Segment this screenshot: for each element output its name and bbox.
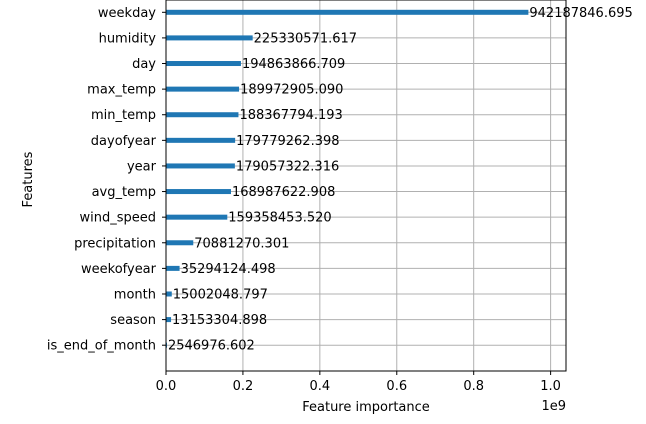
axis-layer: 0.0 0.2 0.4 0.6 0.8 1.0 weekday humidity day max_… [47,6,561,394]
label-layer: 942187846.695 225330571.617 194863866.709 1… [168,6,633,354]
bar-value-label: 188367794.193 [239,108,342,123]
bar-value-label: 194863866.709 [242,57,345,72]
bar-value-label: 15002048.797 [173,287,268,302]
bar-value-label: 168987622.908 [232,185,335,200]
bar [166,265,180,271]
bar-value-label: 70881270.301 [194,236,289,251]
bar-value-label: 179779262.398 [236,134,339,149]
y-tick-label: weekday [98,6,156,21]
bar [166,112,239,118]
bar [166,317,172,323]
bar [166,86,240,92]
y-tick-label: year [127,159,157,174]
x-axis-title: Feature importance [302,400,430,415]
bar [166,214,228,220]
bar [166,35,253,41]
bar [166,163,235,169]
y-tick-label: season [110,313,156,328]
y-tick-label: min_temp [91,108,156,123]
bar-value-label: 2546976.602 [168,339,255,354]
y-tick-label: avg_temp [92,185,156,200]
y-tick-label: is_end_of_month [47,339,156,354]
y-tick-label: weekofyear [81,262,157,277]
x-tick-label: 0.6 [386,379,407,394]
bar-value-label: 189972905.090 [240,83,343,98]
x-tick-label: 0.0 [156,379,177,394]
x-tick-label: 1.0 [540,379,561,394]
bar-value-label: 942187846.695 [529,6,632,21]
y-tick-label: month [114,287,156,302]
bar-value-label: 179057322.316 [236,159,339,174]
bar-value-label: 225330571.617 [254,31,357,46]
y-tick-label: wind_speed [79,211,156,226]
x-tick-label: 0.8 [463,379,484,394]
bar [166,291,172,297]
bar [166,240,194,246]
y-tick-label: max_temp [87,83,156,98]
bar-value-label: 13153304.898 [172,313,267,328]
bar [166,137,236,143]
y-tick-label: dayofyear [91,134,157,149]
bar-value-label: 35294124.498 [181,262,276,277]
x-tick-label: 0.4 [310,379,331,394]
bar [166,9,529,15]
bar-value-label: 159358453.520 [228,211,331,226]
plot-frame [165,0,567,372]
y-axis-title: Features [21,151,36,207]
bar [166,189,231,195]
x-tick-label: 0.2 [233,379,254,394]
y-tick-label: precipitation [74,236,156,251]
x-scale-label: 1e9 [541,399,566,414]
y-tick-label: humidity [99,31,157,46]
y-tick-label: day [132,57,156,72]
bar [166,61,241,67]
